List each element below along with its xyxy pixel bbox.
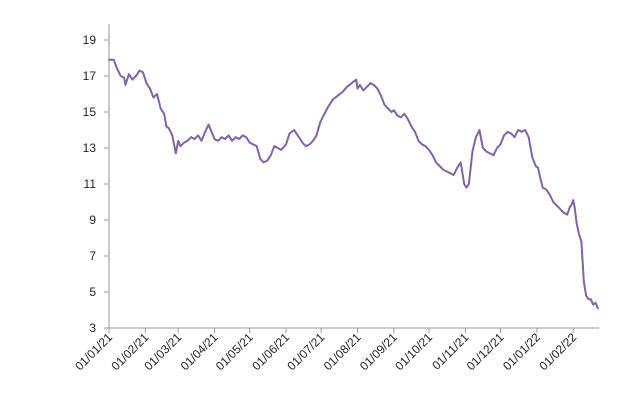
y-tick-label: 19 [83, 33, 97, 47]
x-tick-label: 01/03/21 [141, 330, 184, 373]
y-tick-label: 11 [84, 177, 97, 191]
y-tick-label: 9 [89, 213, 96, 227]
x-tick-label: 01/04/21 [178, 330, 221, 373]
x-tick-label: 01/09/21 [357, 330, 400, 373]
y-tick-label: 7 [89, 249, 96, 263]
x-tick-label: 01/06/21 [249, 330, 292, 373]
x-tick-label: 01/02/22 [536, 330, 579, 373]
series-line [108, 58, 599, 310]
x-tick-label: 01/08/21 [321, 330, 364, 373]
x-axis: 01/01/2101/02/2101/03/2101/04/2101/05/21… [72, 327, 599, 373]
x-tick-label: 01/12/21 [464, 330, 507, 373]
x-tick-label: 01/07/21 [284, 330, 327, 373]
y-tick-label: 3 [89, 321, 96, 335]
x-tick-label: 01/05/21 [213, 330, 256, 373]
y-tick-label: 17 [83, 69, 97, 83]
x-tick-label: 01/01/22 [500, 330, 543, 373]
y-tick-label: 5 [89, 285, 96, 299]
y-axis: 3 5 7 9 11 13 15 17 19 [83, 24, 110, 335]
y-tick-label: 15 [83, 105, 97, 119]
y-tick-label: 13 [83, 141, 97, 155]
series-layer [108, 58, 599, 310]
x-tick-label: 01/10/21 [392, 330, 435, 373]
x-tick-label: 01/01/21 [72, 330, 115, 373]
